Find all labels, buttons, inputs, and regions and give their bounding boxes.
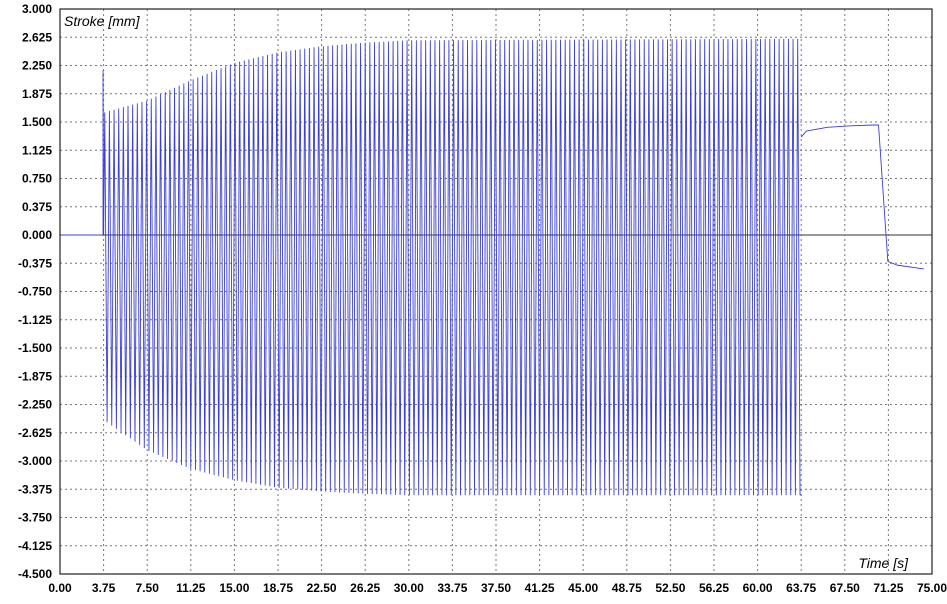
x-tick-label: 60.00: [743, 581, 773, 595]
y-tick-label: -3.375: [18, 482, 52, 496]
y-tick-label: -1.125: [18, 313, 52, 327]
x-tick-label: 71.25: [873, 581, 903, 595]
x-tick-labels: 0.00 3.75 7.50 11.25 15.00 18.75 22.50 26.25 30.…: [48, 581, 947, 595]
stroke-series-hold: [800, 124, 924, 270]
x-tick-label: 22.50: [307, 581, 337, 595]
y-tick-label: -4.500: [18, 567, 52, 581]
y-tick-label: -0.750: [18, 285, 52, 299]
y-tick-label: 0.375: [22, 200, 52, 214]
x-tick-label: 37.50: [481, 581, 511, 595]
x-tick-label: 0.00: [48, 581, 72, 595]
x-tick-label: 48.75: [612, 581, 642, 595]
y-tick-label: 3.000: [22, 2, 52, 16]
x-tick-label: 67.50: [830, 581, 860, 595]
series-layer: [60, 38, 924, 496]
x-tick-label: 52.50: [655, 581, 685, 595]
x-tick-label: 15.00: [219, 581, 249, 595]
x-tick-label: 41.25: [525, 581, 555, 595]
y-tick-label: 2.250: [22, 59, 52, 73]
x-tick-label: 3.75: [92, 581, 116, 595]
y-tick-labels: 3.000 2.625 2.250 1.875 1.500 1.125 0.750 0.375…: [18, 2, 52, 581]
y-tick-label: -1.500: [18, 341, 52, 355]
y-axis-title: Stroke [mm]: [64, 13, 141, 29]
x-tick-label: 11.25: [176, 581, 206, 595]
x-tick-label: 56.25: [699, 581, 729, 595]
x-axis-title: Time [s]: [858, 555, 909, 571]
y-tick-label: 0.750: [22, 172, 52, 186]
stroke-series-oscillation: [103, 38, 802, 496]
y-tick-label: -0.375: [18, 256, 52, 270]
stroke-series-spike: [102, 70, 105, 236]
x-tick-label: 26.25: [350, 581, 380, 595]
y-tick-label: -1.875: [18, 369, 52, 383]
y-tick-label: -2.250: [18, 398, 52, 412]
x-tick-label: 63.75: [786, 581, 816, 595]
x-tick-label: 33.75: [437, 581, 467, 595]
y-tick-label: 0.000: [22, 228, 52, 242]
y-tick-label: 1.500: [22, 115, 52, 129]
y-tick-label: -2.625: [18, 426, 52, 440]
y-tick-label: -4.125: [18, 539, 52, 553]
x-tick-label: 18.75: [263, 581, 293, 595]
y-tick-label: 1.125: [22, 143, 52, 157]
x-tick-label: 30.00: [394, 581, 424, 595]
y-tick-label: -3.000: [18, 454, 52, 468]
y-tick-label: 1.875: [22, 87, 52, 101]
x-tick-label: 45.00: [568, 581, 598, 595]
grid-lines: [59, 8, 933, 575]
x-tick-label: 75.00: [917, 581, 947, 595]
x-tick-label: 7.50: [136, 581, 160, 595]
y-tick-label: -3.750: [18, 511, 52, 525]
plot-frame: [59, 8, 933, 575]
y-tick-label: 2.625: [22, 30, 52, 44]
